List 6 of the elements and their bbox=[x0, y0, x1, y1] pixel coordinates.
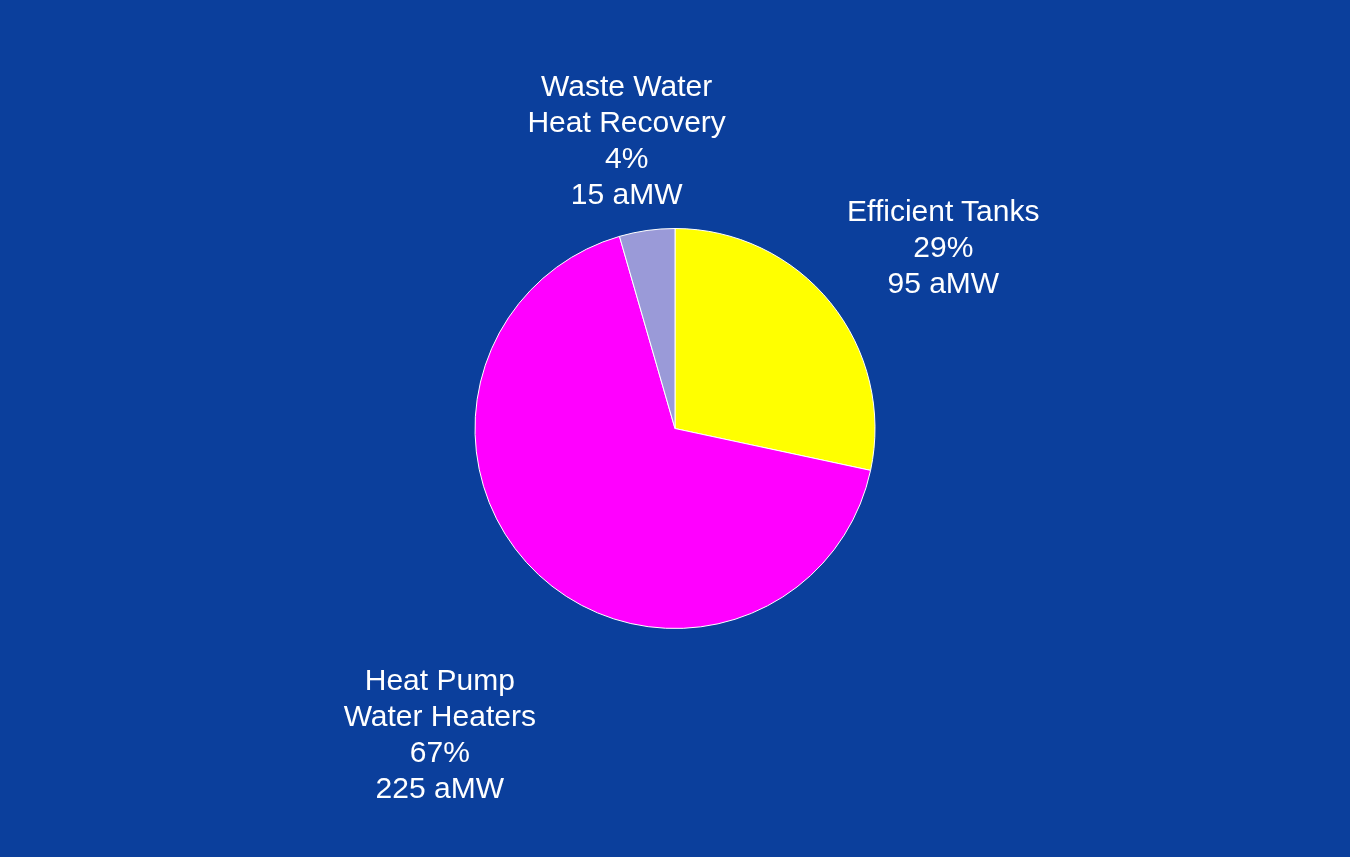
data-label: 67% 225 aMW bbox=[375, 734, 505, 804]
slice-label: Heat Pump Water Heaters bbox=[343, 662, 536, 732]
slice-label: Waste Water Heat Recovery bbox=[527, 68, 726, 138]
data-label: 29% 95 aMW bbox=[887, 229, 1000, 299]
data-label: 4% 15 aMW bbox=[570, 140, 684, 210]
slice-label: Efficient Tanks bbox=[847, 193, 1040, 227]
